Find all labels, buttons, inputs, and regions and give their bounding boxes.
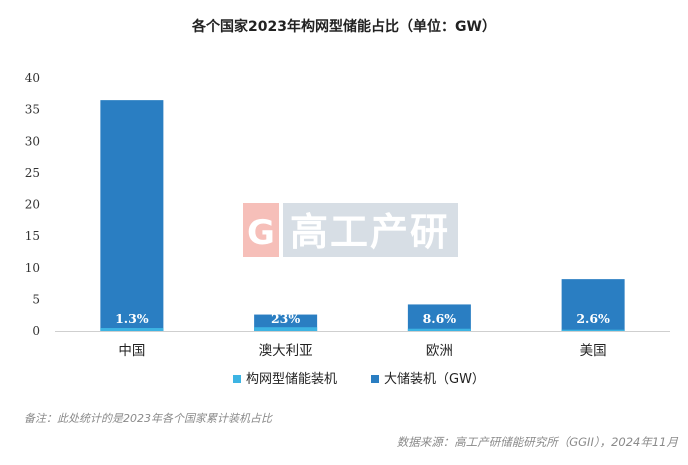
watermark-text: 高工产研	[290, 210, 450, 254]
watermark-logo-box	[243, 203, 279, 257]
data-label: 23%	[271, 311, 300, 326]
x-tick-label: 美国	[580, 343, 607, 359]
y-tick-label: 15	[25, 229, 40, 243]
bar-grid-forming	[407, 328, 471, 331]
y-tick-label: 0	[32, 324, 40, 338]
bar-large-storage	[100, 100, 164, 331]
y-tick-label: 40	[25, 71, 40, 85]
bar-grid-forming	[561, 329, 625, 331]
chart-title: 各个国家2023年构网型储能占比（单位：GW）	[192, 19, 496, 35]
source-note: 数据来源：高工产研储能研究所（GGII），2024年11月	[396, 435, 678, 449]
y-tick-label: 25	[25, 166, 40, 180]
y-tick-label: 10	[25, 261, 40, 275]
bar-grid-forming	[254, 327, 318, 331]
y-tick-label: 5	[32, 292, 40, 306]
y-tick-label: 35	[25, 103, 40, 117]
bar-grid-forming	[100, 328, 164, 331]
bar-large-storage	[561, 279, 625, 331]
legend-swatch	[371, 375, 379, 383]
x-tick-label: 欧洲	[426, 343, 453, 359]
x-tick-label: 中国	[118, 343, 145, 359]
legend-swatch	[233, 375, 241, 383]
data-label: 1.3%	[115, 311, 149, 326]
x-tick-label: 澳大利亚	[259, 343, 313, 359]
watermark-logo-letter: G	[247, 213, 275, 253]
data-label: 8.6%	[423, 311, 457, 326]
bar-large-storage	[254, 314, 318, 331]
y-tick-label: 30	[25, 134, 40, 148]
bar-large-storage	[407, 304, 471, 331]
legend-label: 构网型储能装机	[246, 372, 337, 387]
footnote: 备注：此处统计的是2023年各个国家累计装机占比	[24, 412, 272, 425]
legend-label: 大储装机（GW）	[384, 372, 485, 387]
data-label: 2.6%	[576, 311, 610, 326]
watermark-text-box	[283, 203, 458, 257]
y-tick-label: 20	[25, 198, 40, 212]
